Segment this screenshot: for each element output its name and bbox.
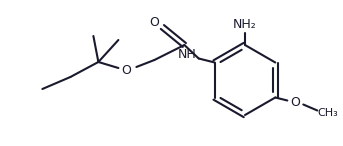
Text: O: O — [291, 96, 300, 109]
Text: O: O — [121, 64, 131, 77]
Text: CH₃: CH₃ — [317, 108, 338, 119]
Text: O: O — [150, 15, 159, 28]
Text: NH₂: NH₂ — [233, 19, 257, 32]
Text: NH: NH — [177, 48, 196, 61]
